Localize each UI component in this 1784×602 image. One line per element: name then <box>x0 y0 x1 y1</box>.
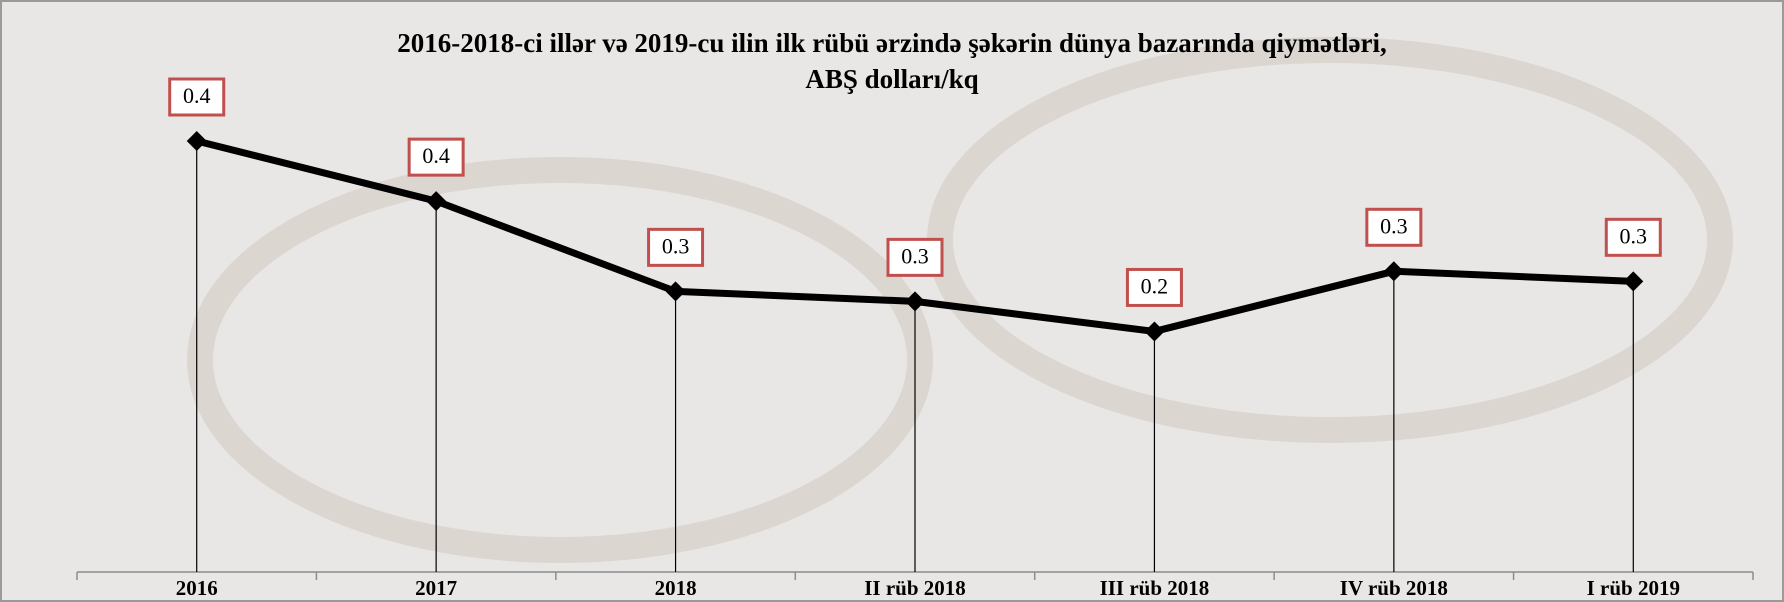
background-decoration <box>187 157 933 563</box>
x-tick-label: IV rüb 2018 <box>1340 576 1448 600</box>
marker <box>905 291 925 312</box>
data-label: 0.2 <box>1141 273 1169 298</box>
chart-title: 2016-2018-ci illər və 2019-cu ilin ilk r… <box>397 28 1386 58</box>
data-label: 0.3 <box>901 243 929 268</box>
marker <box>1383 261 1404 282</box>
data-label-box <box>647 227 705 267</box>
data-label: 0.3 <box>662 233 690 258</box>
x-tick-label: II rüb 2018 <box>864 576 966 600</box>
chart-subtitle: ABŞ dolları/kq <box>805 64 978 94</box>
data-label: 0.4 <box>183 83 211 108</box>
data-label: 0.3 <box>1380 213 1408 238</box>
data-label: 0.4 <box>422 143 450 168</box>
marker <box>1623 271 1644 292</box>
marker <box>1144 321 1165 342</box>
x-tick-label: 2017 <box>415 576 457 600</box>
marker <box>665 281 686 302</box>
marker <box>186 131 207 151</box>
marker <box>426 191 447 212</box>
x-tick-label: 2018 <box>655 576 697 600</box>
data-label-box <box>1125 267 1183 307</box>
data-label-box <box>1365 207 1423 247</box>
x-tick-label: 2016 <box>176 576 218 600</box>
data-label: 0.3 <box>1620 223 1648 248</box>
x-tick-label: III rüb 2018 <box>1100 576 1210 600</box>
data-label-box <box>407 137 465 177</box>
x-tick-label: I rüb 2019 <box>1587 576 1680 600</box>
data-label-box <box>1604 217 1662 257</box>
data-label-box <box>886 237 944 277</box>
data-label-box <box>168 77 226 117</box>
